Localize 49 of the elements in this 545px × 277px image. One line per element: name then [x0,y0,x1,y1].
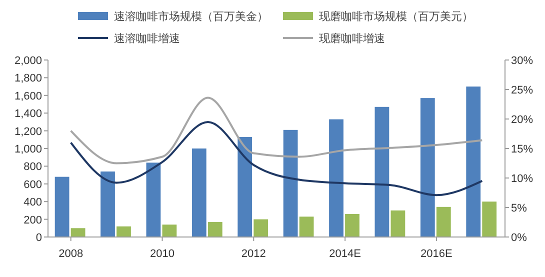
legend-label: 现磨咖啡市场规模（百万美元） [319,10,473,23]
bar [482,202,497,237]
legend-label: 速溶咖啡市场规模（百万美金） [114,10,268,23]
y-tick-label: 600 [24,178,42,191]
bar [100,172,115,237]
y2-tick-label: 5% [511,202,528,214]
y-tick-label: 1,800 [14,72,42,85]
legend-label: 速溶咖啡增速 [114,32,180,45]
line-series [70,96,484,164]
bar [162,224,177,237]
y-tick-label: 1,400 [14,108,42,120]
y-tick-label: 800 [24,161,42,174]
y2-tick-label: 25% [511,84,534,96]
bar [208,222,222,237]
bar [70,228,86,237]
x-tick-label: 2014E [329,248,361,260]
bar [436,206,451,237]
y2-tick-label: 15% [511,144,534,156]
x-tick-label: 2008 [58,248,84,260]
bar [238,136,252,237]
x-tick-label: 2012 [241,248,266,260]
y2-tick-label: 0% [511,232,528,244]
bar [192,148,206,237]
y-tick-label: 0 [36,232,42,244]
y-tick-label: 400 [24,196,42,209]
bar [116,226,131,237]
y2-tick-label: 30% [511,55,534,67]
bar [254,219,268,237]
legend-label: 现磨咖啡增速 [319,32,385,45]
y2-tick-label: 20% [511,114,534,126]
x-tick-label: 2016E [420,248,452,260]
bar [466,86,481,237]
y-tick-label: 1,600 [14,90,42,102]
bar [329,119,344,237]
y-tick-label: 1,200 [14,126,42,138]
y-tick-label: 200 [24,214,42,226]
bar [146,162,161,237]
bar [54,176,70,237]
bar [345,214,360,237]
y2-tick-label: 10% [511,173,534,185]
bar [420,98,435,237]
bar [374,106,390,237]
bar [283,130,298,237]
line-series [70,120,484,196]
y-tick-label: 1,000 [14,144,42,156]
x-tick-label: 2010 [150,248,174,260]
bar [390,210,406,237]
bar [299,216,314,237]
y-tick-label: 2,000 [14,55,42,67]
